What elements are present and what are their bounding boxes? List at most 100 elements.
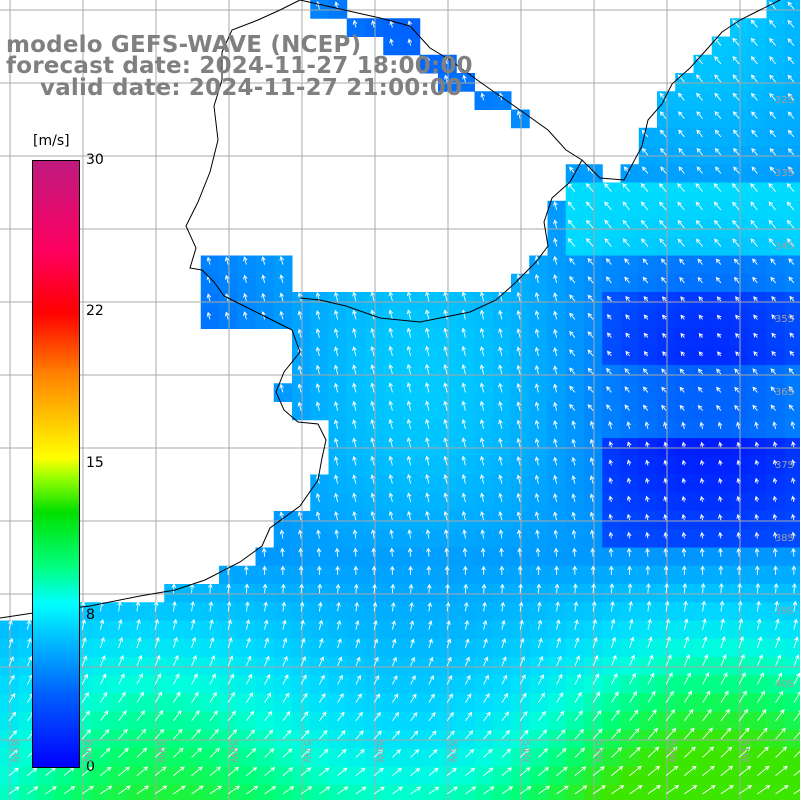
field-cell-446 — [438, 456, 457, 475]
wind-arrow-794 — [610, 636, 616, 649]
wind-arrow-1062 — [684, 746, 696, 758]
wind-arrow-374 — [553, 401, 558, 411]
wind-arrow-380 — [661, 404, 667, 411]
field-cell-775 — [255, 638, 275, 658]
field-cell-300 — [748, 346, 767, 366]
wind-arrow-363 — [352, 400, 357, 411]
wind-arrow-1056 — [574, 747, 586, 758]
field-cell-1123 — [182, 784, 202, 800]
field-cell-147 — [565, 255, 585, 275]
wind-arrow-13 — [407, 38, 413, 46]
wind-arrow-567 — [608, 531, 614, 539]
wind-arrow-554 — [370, 529, 376, 539]
wind-arrow-400 — [553, 419, 558, 430]
field-cell-161 — [219, 273, 238, 293]
field-cell-933 — [730, 693, 749, 713]
field-cell-282 — [419, 346, 439, 366]
field-cell-411 — [748, 419, 767, 439]
wind-arrow-304 — [315, 364, 321, 375]
field-cell-964 — [492, 711, 512, 731]
field-cell-953 — [292, 711, 311, 731]
wind-arrow-379 — [642, 404, 649, 411]
wind-arrow-876 — [501, 674, 508, 685]
wind-arrow-1096 — [501, 767, 513, 776]
wind-arrow-394 — [443, 418, 448, 430]
field-cell-392 — [401, 419, 421, 439]
wind-arrow-569 — [645, 531, 650, 539]
field-cell-1003 — [401, 730, 421, 749]
wind-arrow-797 — [665, 636, 671, 649]
wind-arrow-773 — [227, 637, 233, 649]
wind-arrow-707 — [628, 600, 633, 612]
wind-arrow-1000 — [355, 730, 364, 740]
wind-arrow-53 — [769, 111, 776, 119]
wind-arrow-141 — [224, 256, 230, 265]
field-cell-950 — [237, 711, 256, 731]
field-cell-532 — [492, 511, 512, 530]
field-cell-869 — [365, 675, 384, 694]
wind-arrow-259 — [516, 328, 522, 338]
wind-arrow-1086 — [319, 767, 330, 776]
wind-arrow-225 — [406, 309, 412, 320]
wind-arrow-988 — [136, 728, 147, 740]
wind-arrow-971 — [629, 709, 639, 722]
field-cell-798 — [675, 638, 694, 658]
field-cell-201 — [565, 292, 585, 311]
field-cell-1131 — [328, 784, 348, 800]
field-cell-1006 — [456, 730, 475, 749]
field-cell-1147 — [620, 784, 640, 800]
field-cell-35 — [784, 73, 800, 92]
field-cell-993 — [219, 730, 238, 749]
wind-arrow-505 — [534, 492, 540, 503]
wind-arrow-504 — [516, 492, 522, 503]
wind-arrow-991 — [191, 728, 201, 740]
field-cell-549 — [273, 529, 293, 548]
field-cell-483 — [620, 474, 640, 494]
wind-arrow-350 — [624, 386, 630, 393]
field-cell-738 — [383, 620, 402, 640]
wind-arrow-1036 — [209, 747, 220, 758]
wind-arrow-766 — [99, 637, 105, 649]
field-cell-167 — [547, 273, 567, 293]
field-cell-734 — [310, 620, 329, 640]
wind-arrow-826 — [391, 656, 397, 667]
wind-arrow-347 — [569, 385, 576, 393]
field-cell-471 — [401, 474, 421, 494]
wind-arrow-615 — [353, 565, 359, 575]
field-cell-655 — [438, 584, 457, 603]
field-cell-8 — [730, 18, 749, 37]
field-cell-823 — [328, 657, 348, 676]
wind-arrow-1095 — [483, 767, 494, 776]
field-cell-522 — [310, 511, 329, 530]
wind-arrow-5 — [371, 19, 376, 28]
field-cell-1019 — [693, 730, 713, 749]
field-cell-55 — [638, 127, 658, 147]
wind-arrow-834 — [537, 655, 544, 667]
field-cell-558 — [438, 529, 457, 548]
field-cell-323 — [657, 365, 676, 384]
field-cell-658 — [492, 584, 512, 603]
field-cell-196 — [474, 292, 494, 311]
field-cell-636 — [730, 565, 749, 585]
field-cell-616 — [365, 565, 384, 585]
field-cell-81 — [730, 164, 749, 183]
field-cell-602 — [693, 547, 713, 567]
field-cell-309 — [401, 365, 421, 384]
field-cell-569 — [638, 529, 658, 548]
wind-arrow-146 — [553, 255, 558, 265]
wind-arrow-657 — [481, 583, 487, 594]
field-cell-592 — [511, 547, 530, 567]
field-cell-946 — [164, 711, 183, 731]
field-cell-924 — [565, 693, 585, 713]
field-cell-502 — [474, 492, 494, 512]
field-cell-935 — [766, 693, 786, 713]
wind-arrow-993 — [227, 729, 238, 740]
field-cell-830 — [456, 657, 475, 676]
wind-arrow-475 — [479, 474, 485, 484]
wind-arrow-699 — [482, 601, 487, 612]
field-cell-383 — [711, 401, 731, 421]
wind-arrow-367 — [425, 400, 430, 411]
wind-arrow-473 — [443, 473, 448, 484]
wind-arrow-313 — [479, 364, 485, 375]
wind-arrow-303 — [297, 365, 303, 375]
